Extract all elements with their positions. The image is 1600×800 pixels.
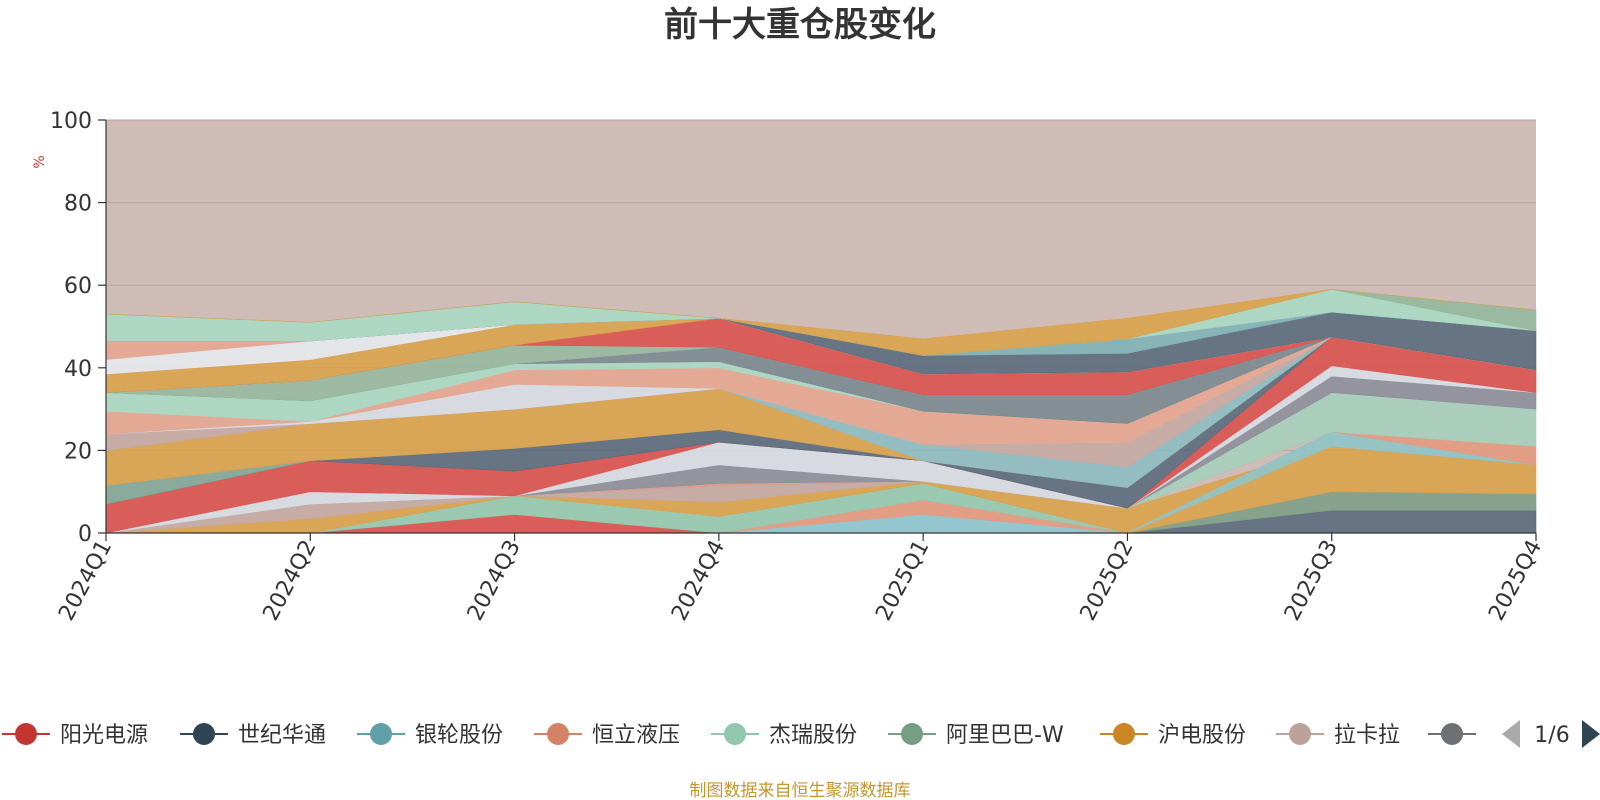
legend-marker	[724, 723, 746, 745]
legend-label: 阳光电源	[60, 723, 148, 748]
x-tick-label: 2025Q1	[871, 536, 934, 625]
legend-label: 杰瑞股份	[769, 723, 857, 748]
legend-item-4[interactable]: 恒立液压	[534, 723, 680, 748]
legend-marker	[547, 723, 569, 745]
legend-marker	[370, 723, 392, 745]
x-tick-label: 2025Q4	[1484, 536, 1547, 625]
legend-item-5[interactable]: 杰瑞股份	[711, 723, 857, 748]
y-tick-label: 60	[64, 274, 92, 299]
x-tick-label: 2024Q3	[463, 536, 526, 625]
chart-title: 前十大重仓股变化	[664, 5, 936, 45]
legend-item-3[interactable]: 银轮股份	[357, 723, 503, 748]
x-tick-label: 2024Q2	[259, 536, 322, 625]
legend-label: 阿里巴巴-W	[946, 723, 1064, 748]
source-note: 制图数据来自恒生聚源数据库	[690, 781, 911, 800]
x-tick-label: 2024Q1	[54, 536, 117, 625]
y-axis-label: %	[32, 155, 48, 168]
legend-marker	[193, 723, 215, 745]
y-axis: 0 20 40 60 80 100	[50, 109, 107, 547]
y-tick-label: 40	[64, 357, 92, 382]
legend-marker	[15, 723, 37, 745]
x-tick-label: 2025Q3	[1280, 536, 1343, 625]
legend-label: 银轮股份	[415, 723, 503, 748]
legend-marker	[1289, 723, 1311, 745]
legend-item-1[interactable]: 阳光电源	[2, 723, 148, 748]
legend-marker	[1441, 723, 1463, 745]
legend-item-7[interactable]: 沪电股份	[1100, 723, 1246, 748]
legend-marker	[901, 723, 923, 745]
y-tick-label: 0	[78, 522, 92, 547]
legend[interactable]: 阳光电源 世纪华通 银轮股份 恒立液压 杰瑞股份 阿里巴巴-W 沪电股份 拉卡拉 1/6	[2, 720, 1600, 748]
legend-label: 世纪华通	[238, 723, 326, 748]
legend-page-indicator: 1/6	[1534, 723, 1569, 748]
series-band-34	[105, 289, 1537, 356]
legend-label: 恒立液压	[592, 723, 680, 748]
x-tick-label: 2024Q4	[667, 536, 730, 625]
triangle-right-icon[interactable]	[1582, 720, 1600, 748]
legend-label: 沪电股份	[1158, 723, 1246, 748]
plot-area	[105, 119, 1537, 534]
x-axis: 2024Q1 2024Q2 2024Q3 2024Q4 2025Q1 2025Q2 2025…	[54, 532, 1547, 625]
legend-item-2[interactable]: 世纪华通	[180, 723, 326, 748]
legend-label: 拉卡拉	[1334, 723, 1400, 748]
y-tick-label: 100	[50, 109, 92, 134]
legend-item-9[interactable]	[1428, 723, 1476, 745]
x-tick-label: 2025Q2	[1076, 536, 1139, 625]
legend-item-6[interactable]: 阿里巴巴-W	[888, 723, 1064, 748]
triangle-left-icon[interactable]	[1502, 720, 1520, 748]
legend-marker	[1113, 723, 1135, 745]
y-tick-label: 80	[64, 192, 92, 217]
legend-item-8[interactable]: 拉卡拉	[1276, 723, 1400, 748]
y-tick-label: 20	[64, 439, 92, 464]
